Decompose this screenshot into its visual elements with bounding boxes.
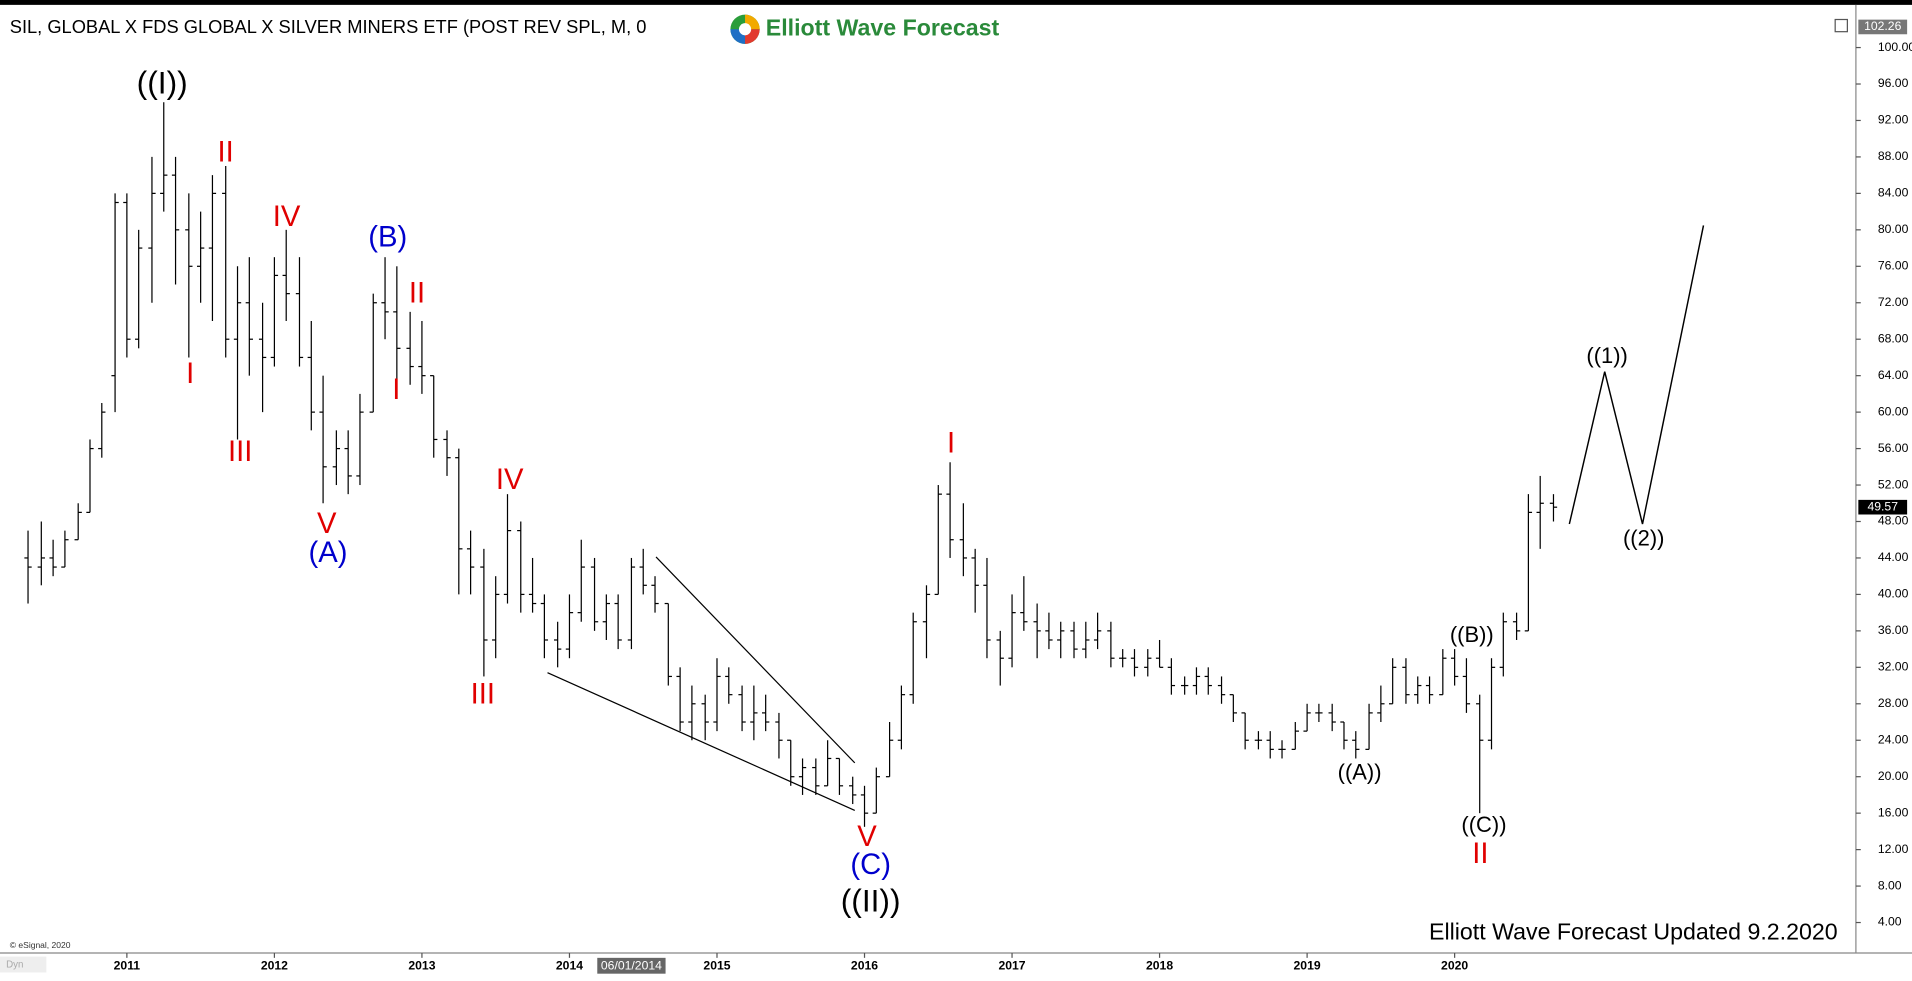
y-tick-label: 12.00 <box>1878 842 1909 856</box>
projection-path <box>1568 225 1705 525</box>
x-tick-label: 2018 <box>1146 959 1173 973</box>
y-tick-label: 64.00 <box>1878 368 1909 382</box>
wave-label: (B) <box>368 222 407 254</box>
y-tick-label: 4.00 <box>1878 915 1902 929</box>
wave-label: ((2)) <box>1623 526 1664 551</box>
wave-label: ((B)) <box>1450 622 1494 647</box>
y-tick-label: 40.00 <box>1878 587 1909 601</box>
cursor-box <box>597 957 666 974</box>
y-tick-label: 56.00 <box>1878 441 1909 455</box>
wave-label: ((A)) <box>1338 760 1382 785</box>
y-tick-label: 84.00 <box>1878 186 1909 200</box>
logo-text: Elliott Wave Forecast <box>766 14 1000 40</box>
y-tick-label: 32.00 <box>1878 660 1909 674</box>
y-tick-label: 36.00 <box>1878 623 1909 637</box>
x-tick-label: 2013 <box>408 959 435 973</box>
price-tag-box <box>1858 499 1908 515</box>
wave-label: II <box>409 278 425 310</box>
price-tag: 102.26 <box>1864 19 1902 33</box>
footer-text: Elliott Wave Forecast Updated 9.2.2020 <box>1429 919 1838 945</box>
wave-label: V <box>317 508 337 540</box>
y-tick-label: 92.00 <box>1878 113 1909 127</box>
y-tick-label: 52.00 <box>1878 477 1909 491</box>
wave-label: I <box>392 374 400 406</box>
y-tick-label: 24.00 <box>1878 732 1909 746</box>
x-tick-label: 2016 <box>851 959 878 973</box>
x-tick-label: 2017 <box>998 959 1025 973</box>
copyright: © eSignal, 2020 <box>10 940 71 950</box>
wave-label: ((I)) <box>137 65 188 101</box>
y-tick-label: 8.00 <box>1878 878 1902 892</box>
x-tick-label: 2019 <box>1294 959 1321 973</box>
wave-label: (C) <box>850 849 891 881</box>
wave-label: ((C)) <box>1461 812 1506 837</box>
wave-label: IV <box>273 201 301 233</box>
price-tag: 49.57 <box>1867 499 1898 513</box>
y-tick-label: 80.00 <box>1878 222 1909 236</box>
y-tick-label: 44.00 <box>1878 550 1909 564</box>
wave-label: III <box>471 679 495 711</box>
wave-label: II <box>217 136 233 168</box>
y-tick-label: 20.00 <box>1878 769 1909 783</box>
wave-label: ((1)) <box>1586 343 1627 368</box>
cursor-label: 06/01/2014 <box>601 959 662 973</box>
price-tag-box <box>1858 19 1908 35</box>
wave-label: ((II)) <box>841 882 901 918</box>
corner-box <box>0 956 47 973</box>
x-tick-label: 2011 <box>114 959 141 973</box>
y-tick-label: 88.00 <box>1878 149 1909 163</box>
y-tick-label: 60.00 <box>1878 404 1909 418</box>
wave-label: I <box>186 358 194 390</box>
y-tick-label: 28.00 <box>1878 696 1909 710</box>
y-tick-label: 96.00 <box>1878 76 1909 90</box>
wave-label: III <box>228 436 252 468</box>
y-tick-label: 16.00 <box>1878 805 1909 819</box>
wave-label: V <box>857 821 877 853</box>
window-icon[interactable] <box>1834 18 1848 33</box>
top-border <box>0 0 1912 5</box>
x-tick-label: 2020 <box>1441 959 1468 973</box>
trendline <box>547 672 856 811</box>
wave-label: (A) <box>309 537 348 569</box>
x-tick-label: 2015 <box>703 959 730 973</box>
y-tick-label: 72.00 <box>1878 295 1909 309</box>
chart-title: SIL, GLOBAL X FDS GLOBAL X SILVER MINERS… <box>10 16 647 37</box>
wave-label: II <box>1472 838 1488 870</box>
logo: Elliott Wave Forecast <box>730 14 1000 44</box>
x-tick-label: 2014 <box>556 959 583 973</box>
y-tick-label: 76.00 <box>1878 259 1909 273</box>
logo-icon <box>738 23 752 36</box>
y-tick-label: 48.00 <box>1878 514 1909 528</box>
y-tick-label: 68.00 <box>1878 331 1909 345</box>
wave-label: IV <box>496 464 524 496</box>
x-tick-label: 2012 <box>261 959 288 973</box>
y-tick-label: 100.00 <box>1878 40 1912 54</box>
trendline <box>655 556 856 764</box>
corner-label: Dyn <box>6 960 23 971</box>
wave-label: I <box>947 428 955 460</box>
